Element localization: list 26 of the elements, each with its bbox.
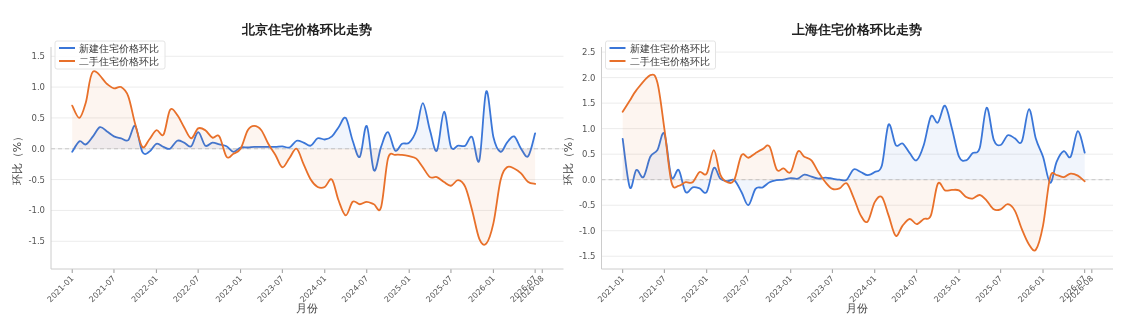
y-axis-title: 环比（%） [561,130,575,186]
y-tick-label: -1.0 [578,225,596,236]
chart-title: 北京住宅价格环比走势 [241,22,373,37]
y-tick-label: 0.5 [581,149,596,160]
y-axis-title: 环比（%） [11,130,24,186]
legend-label: 新建住宅价格环比 [79,42,159,54]
legend-label: 二手住宅价格环比 [79,55,159,67]
y-tick-label: -0.5 [28,174,45,185]
y-tick-label: 1.0 [581,123,596,134]
legend-label: 新建住宅价格环比 [629,42,710,54]
y-tick-label: 2.0 [581,72,596,83]
y-tick-label: -1.0 [28,205,45,216]
x-axis-title: 月份 [846,302,869,315]
y-tick-label: 0.5 [31,112,45,123]
y-tick-label: 1.5 [31,51,45,62]
y-tick-label: -0.5 [578,200,596,211]
y-tick-label: 2.5 [581,47,596,58]
y-tick-label: 1.5 [581,98,596,109]
x-axis-title: 月份 [296,302,319,315]
y-tick-label: 0.0 [31,143,45,154]
y-tick-label: -1.5 [578,251,596,262]
y-tick-label: 0.0 [581,174,596,185]
chart-title: 上海住宅价格环比走势 [791,22,923,37]
legend-label: 二手住宅价格环比 [629,55,710,67]
y-tick-label: 1.0 [31,82,45,93]
y-tick-label: -1.5 [28,236,45,247]
